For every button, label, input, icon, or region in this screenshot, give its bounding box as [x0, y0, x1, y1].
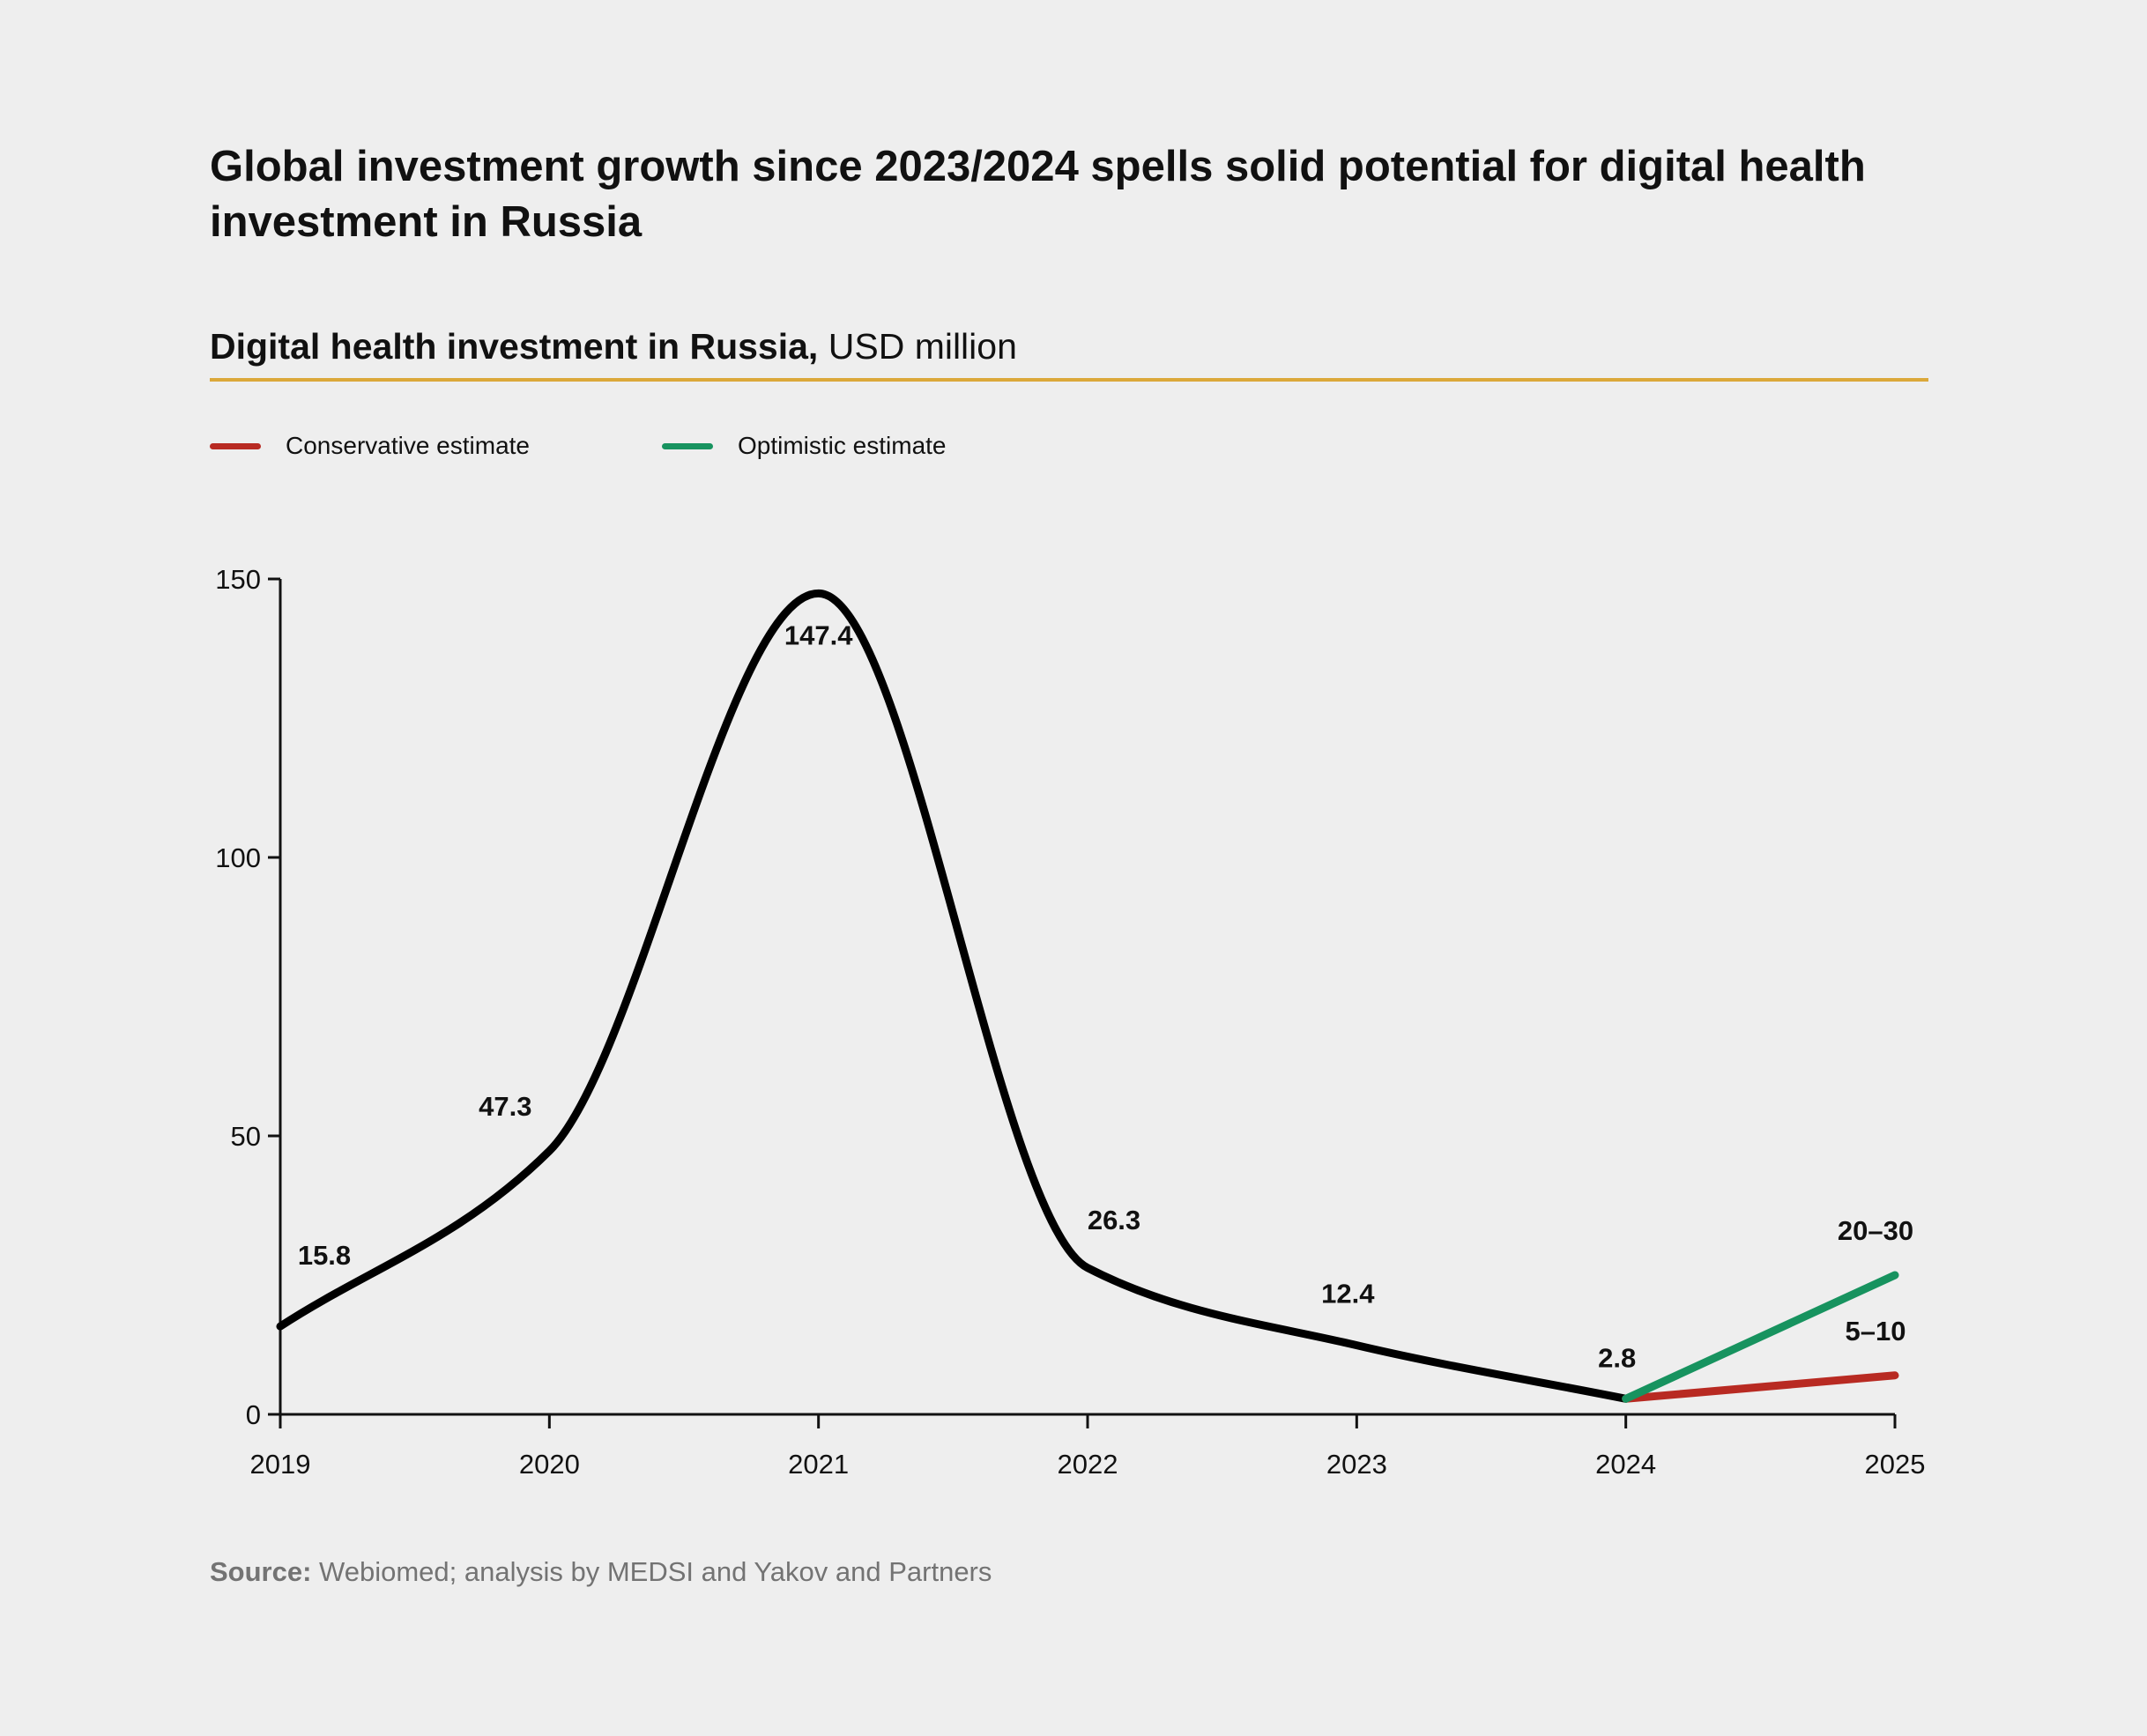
y-tick-label-150: 150	[215, 564, 261, 595]
legend-swatch-optimistic	[662, 443, 713, 449]
data-label-conservative-estimate-2025: 5–10	[1846, 1316, 1906, 1347]
subtitle-main: Digital health investment in Russia,	[210, 326, 819, 367]
source-text: Webiomed; analysis by MEDSI and Yakov an…	[319, 1556, 992, 1587]
data-label-actual-2022: 26.3	[1088, 1205, 1140, 1235]
legend-label-conservative: Conservative estimate	[286, 432, 531, 459]
chart-axes: 0 50 100 150 2019 2020 2021 2022 2023 2024 2025	[215, 564, 1925, 1480]
x-tick-label-2024: 2024	[1595, 1449, 1656, 1480]
series-line-actual	[276, 589, 1631, 1403]
data-label-optimistic-estimate-2025: 20–30	[1838, 1215, 1913, 1246]
legend-swatch-conservative	[210, 443, 261, 449]
series-line-conservative-estimate	[1622, 1371, 1899, 1403]
source-label: Source:	[210, 1556, 312, 1587]
chart-series	[276, 589, 1899, 1403]
title-divider	[210, 378, 1928, 382]
subtitle-unit: USD million	[828, 326, 1017, 367]
x-tick-label-2021: 2021	[788, 1449, 849, 1480]
series-line-optimistic-estimate	[1622, 1271, 1899, 1403]
data-label-actual-2023: 12.4	[1321, 1279, 1375, 1309]
data-label-actual-2024: 2.8	[1598, 1342, 1636, 1373]
y-tick-label-100: 100	[215, 842, 261, 873]
chart-data-labels: 15.8 47.3 147.4 26.3 12.4 2.8 5–10 20–30	[298, 619, 1913, 1373]
data-label-actual-2020: 47.3	[479, 1091, 531, 1122]
y-tick-label-50: 50	[231, 1121, 261, 1152]
x-tick-label-2023: 2023	[1326, 1449, 1387, 1480]
chart-title: Global investment growth since 2023/2024…	[210, 143, 1866, 246]
x-tick-label-2025: 2025	[1865, 1449, 1926, 1480]
chart-subtitle: Digital health investment in Russia, USD…	[210, 321, 1017, 372]
data-label-actual-2021: 147.4	[784, 619, 853, 650]
y-tick-label-0: 0	[246, 1399, 261, 1430]
source-note: Source: Webiomed; analysis by MEDSI and …	[210, 1554, 992, 1590]
x-tick-label-2020: 2020	[519, 1449, 580, 1480]
legend-label-optimistic: Optimistic estimate	[738, 432, 947, 459]
x-tick-label-2022: 2022	[1058, 1449, 1118, 1480]
data-label-actual-2019: 15.8	[298, 1240, 351, 1271]
x-tick-label-2019: 2019	[250, 1449, 311, 1480]
